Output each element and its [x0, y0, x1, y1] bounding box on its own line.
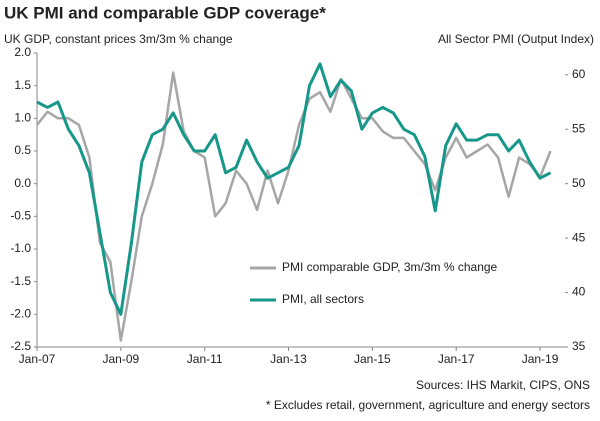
y-tick-label: -1.5 [10, 274, 31, 288]
y2-tick-label: 40 [572, 285, 586, 299]
y2-tick-label: 45 [572, 230, 586, 244]
y2-tick-label: 60 [572, 67, 586, 81]
y-tick-label: -2.0 [10, 307, 31, 321]
x-tick-label: Jan-17 [438, 352, 475, 366]
y-tick-label: -0.5 [10, 209, 31, 223]
y2-tick-label: 35 [572, 339, 586, 353]
legend-label: PMI comparable GDP, 3m/3m % change [282, 260, 498, 274]
series-line [36, 71, 552, 342]
series-line [36, 62, 552, 316]
y-tick-label: -2.5 [10, 339, 31, 353]
legend-label: PMI, all sectors [282, 292, 364, 306]
y2-axis-title: All Sector PMI (Output Index) [438, 32, 594, 46]
y-tick-label: 2.0 [14, 45, 31, 59]
x-tick-label: Jan-15 [354, 352, 391, 366]
y-tick-label: 0.5 [14, 143, 31, 157]
source-note: Sources: IHS Markit, CIPS, ONS [416, 378, 590, 392]
y-axis-title: UK GDP, constant prices 3m/3m % change [4, 32, 233, 46]
x-tick-label: Jan-09 [102, 352, 139, 366]
y-tick-label: 1.5 [14, 78, 31, 92]
y2-tick-label: 50 [572, 176, 586, 190]
y-tick-label: 1.0 [14, 111, 31, 125]
x-tick-label: Jan-11 [187, 352, 223, 366]
footnote: * Excludes retail, government, agricultu… [266, 398, 590, 412]
x-tick-label: Jan-13 [270, 352, 307, 366]
x-tick-label: Jan-19 [522, 352, 559, 366]
y2-tick-label: 55 [572, 121, 586, 135]
x-tick-label: Jan-07 [19, 352, 56, 366]
y-tick-label: -1.0 [10, 241, 31, 255]
y-tick-label: 0.0 [14, 176, 31, 190]
chart-title: UK PMI and comparable GDP coverage* [4, 3, 326, 22]
